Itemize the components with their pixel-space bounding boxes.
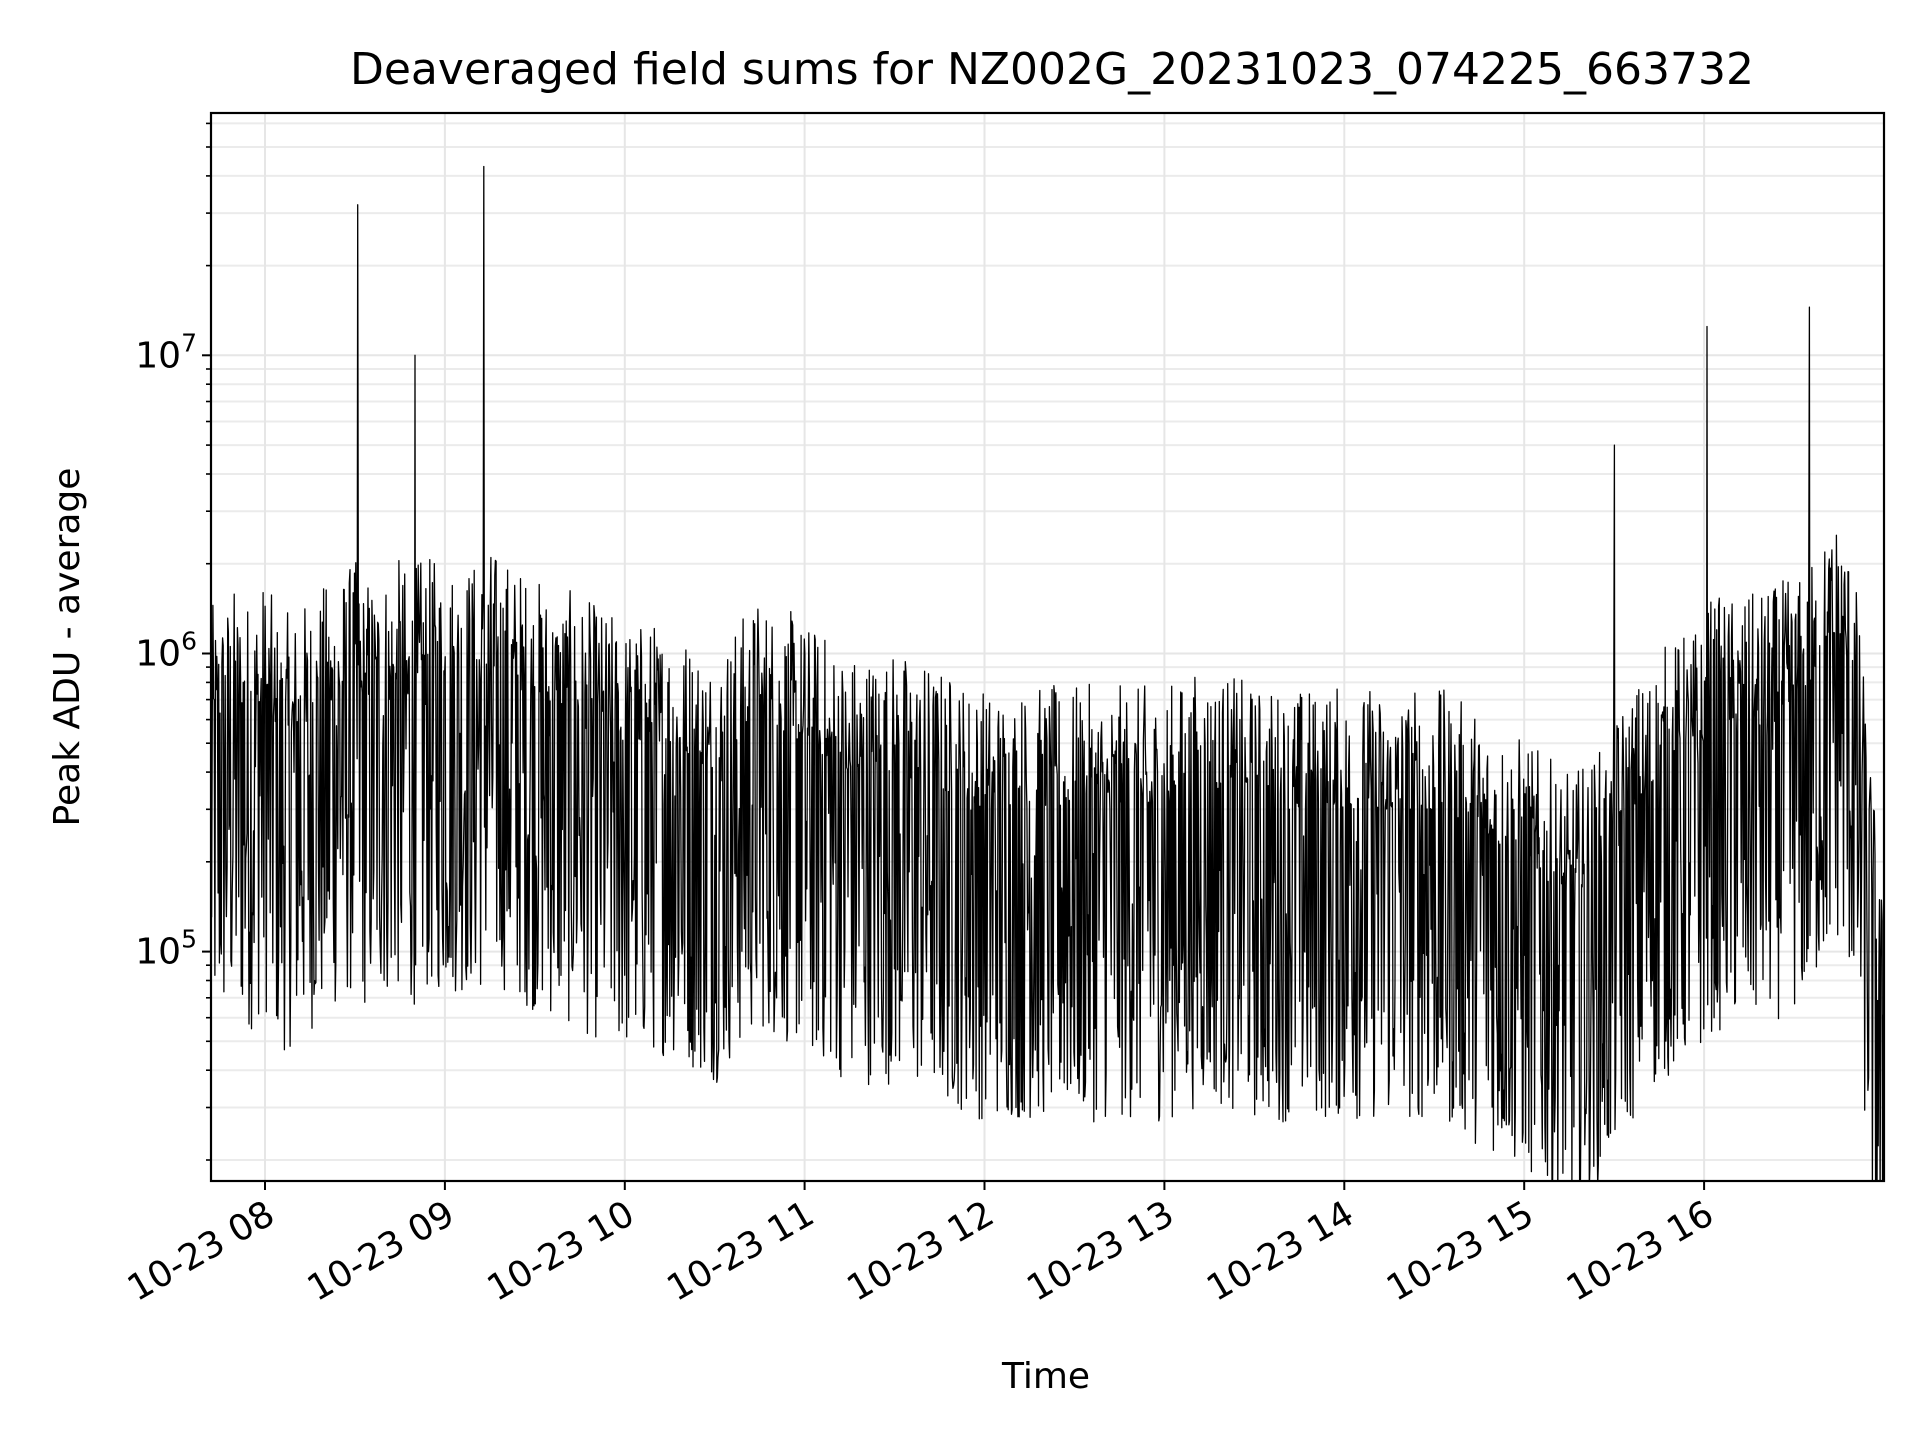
x-tick-label: 10-23 14 [1200,1193,1361,1309]
x-tick-label: 10-23 16 [1560,1193,1721,1309]
x-tick-label: 10-23 15 [1380,1193,1541,1309]
y-tick-label: 105 [135,925,197,973]
x-tick-label: 10-23 08 [121,1193,282,1309]
x-axis: 10-23 08 10-23 09 10-23 10 10-23 11 10-23 12… [121,1181,1721,1310]
y-axis: 105 106 107 [135,122,211,1161]
y-axis-label: Peak ADU - average [47,468,88,827]
series-line [211,165,1884,1181]
plot-frame [209,111,1886,1183]
x-tick-label: 10-23 12 [840,1193,1001,1309]
x-tick-label: 10-23 10 [481,1193,642,1309]
x-axis-label: Time [1001,1356,1090,1397]
y-tick-label: 106 [135,627,197,675]
x-tick-label: 10-23 09 [301,1193,462,1309]
x-tick-label: 10-23 13 [1020,1193,1181,1309]
y-tick-label: 107 [135,328,197,376]
chart-title: Deaveraged field sums for NZ002G_2023102… [350,44,1754,95]
x-tick-label: 10-23 11 [660,1193,821,1309]
